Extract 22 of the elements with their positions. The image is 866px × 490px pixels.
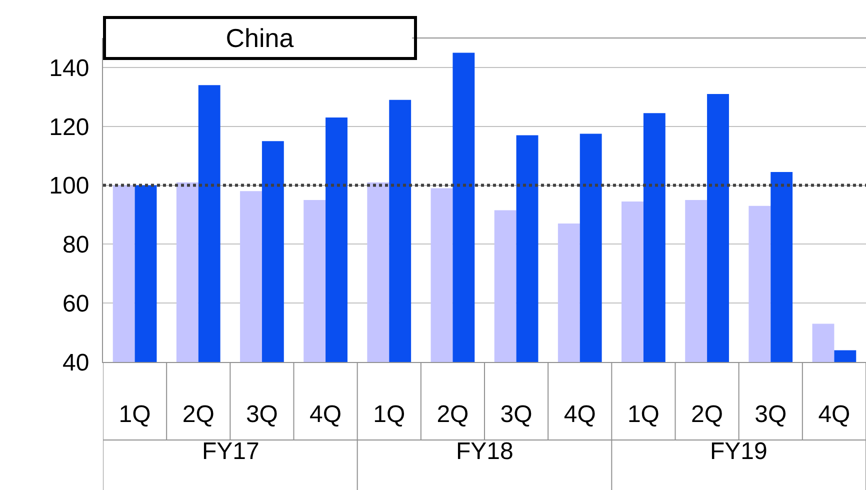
text: FY19	[710, 438, 768, 465]
x-tick-label: 1Q	[627, 400, 660, 428]
chart-title: China	[226, 23, 294, 53]
x-tick-label: 4Q	[818, 400, 850, 428]
x-tick-label: 1Q	[118, 400, 151, 428]
x-tick-label: 3Q	[500, 400, 532, 428]
x-tick-label: 2Q	[691, 400, 724, 428]
y-tick-label: 120	[49, 114, 90, 141]
y-tick-label: 60	[62, 290, 90, 318]
x-tick-label: 2Q	[436, 400, 469, 428]
x-tick-label: 4Q	[564, 400, 596, 428]
text: FY17	[202, 438, 260, 465]
y-tick-label: 140	[49, 54, 90, 82]
y-tick-label: 80	[62, 232, 90, 259]
x-tick-label: 3Q	[754, 400, 787, 428]
x-tick-label: 1Q	[373, 400, 406, 428]
x-tick-label: 2Q	[182, 400, 214, 428]
y-tick-label: 40	[62, 349, 90, 376]
y-tick-label: 100	[49, 172, 90, 200]
x-tick-label: 4Q	[310, 400, 342, 428]
text: FY18	[456, 438, 514, 465]
x-tick-label: 3Q	[246, 400, 278, 428]
